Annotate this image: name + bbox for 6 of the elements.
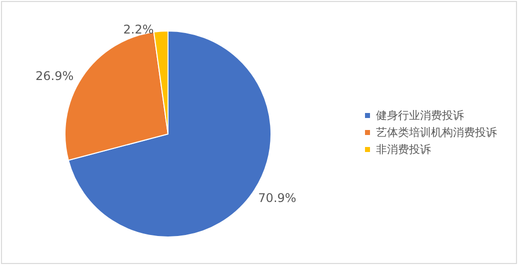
legend-label: 艺体类培训机构消费投诉 <box>376 126 497 139</box>
legend-label: 健身行业消费投诉 <box>376 109 464 122</box>
data-label: 26.9% <box>35 68 74 83</box>
legend-label: 非消费投诉 <box>376 143 431 156</box>
data-label: 2.2% <box>123 22 154 36</box>
data-label: 70.9% <box>258 191 296 206</box>
